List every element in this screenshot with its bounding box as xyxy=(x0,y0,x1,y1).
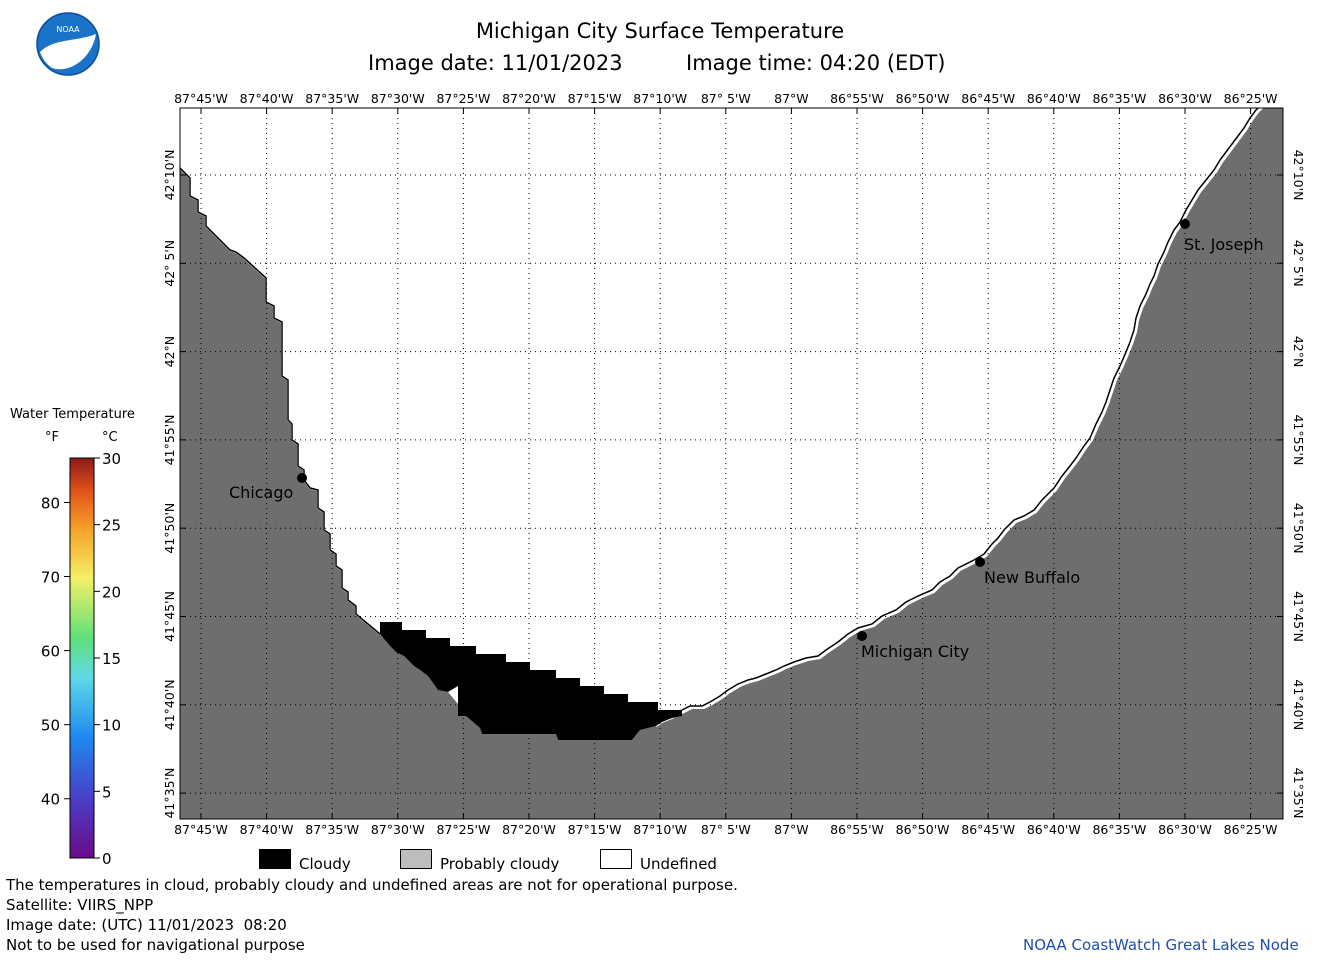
city-new-buffalo: New Buffalo xyxy=(975,557,1080,587)
lat-label-left: 41°55'N xyxy=(162,414,177,465)
cloudy-area xyxy=(380,622,682,740)
land-area xyxy=(180,108,1283,819)
lon-label-bottom: 86°25'W xyxy=(1224,822,1278,837)
lon-label-bottom: 87°45'W xyxy=(174,822,228,837)
lat-label-left: 42°10'N xyxy=(162,150,177,201)
footer-navigation-warning: Not to be used for navigational purpose xyxy=(6,936,305,954)
lon-label-bottom: 86°45'W xyxy=(961,822,1015,837)
lon-label-top: 86°45'W xyxy=(961,91,1015,106)
lon-label-top: 87°W xyxy=(774,91,809,106)
legend-label-cloudy: Cloudy xyxy=(299,855,351,873)
lat-label-left: 41°45'N xyxy=(162,591,177,642)
lon-label-bottom: 86°50'W xyxy=(896,822,950,837)
lon-label-bottom: 86°40'W xyxy=(1027,822,1081,837)
lat-label-right: 41°35'N xyxy=(1291,768,1306,819)
lon-label-top: 86°25'W xyxy=(1224,91,1278,106)
lat-label-right: 42° 5'N xyxy=(1291,240,1306,287)
city-chicago: Chicago xyxy=(229,473,307,502)
legend-swatch-probably-cloudy xyxy=(400,849,432,869)
lat-label-right: 42°10'N xyxy=(1291,150,1306,201)
scale-c-tick: 30 xyxy=(102,450,121,468)
lon-label-bottom: 87°30'W xyxy=(371,822,425,837)
lon-label-top: 86°30'W xyxy=(1158,91,1212,106)
lat-label-left: 41°50'N xyxy=(162,503,177,554)
scale-c-tick: 20 xyxy=(102,583,121,601)
image-date: Image date: 11/01/2023 xyxy=(368,51,623,75)
lon-label-top: 87°40'W xyxy=(240,91,294,106)
scale-c-tick: 10 xyxy=(102,717,121,735)
lon-label-bottom: 87°20'W xyxy=(502,822,556,837)
lon-label-top: 87°10'W xyxy=(633,91,687,106)
lon-label-bottom: 86°35'W xyxy=(1092,822,1146,837)
footer-satellite: Satellite: VIIRS_NPP xyxy=(6,896,154,914)
legend-swatch-undefined xyxy=(600,849,632,869)
lon-label-top: 87°45'W xyxy=(174,91,228,106)
svg-text:New Buffalo: New Buffalo xyxy=(984,568,1080,587)
scale-unit-c: °C xyxy=(102,430,118,445)
lon-label-bottom: 86°55'W xyxy=(830,822,884,837)
lat-label-left: 42° 5'N xyxy=(162,240,177,287)
footer-credit: NOAA CoastWatch Great Lakes Node xyxy=(1023,936,1299,954)
logo-text: NOAA xyxy=(56,25,80,34)
city-michigan-city: Michigan City xyxy=(857,631,969,661)
lon-label-bottom: 87° 5'W xyxy=(701,822,751,837)
lon-label-bottom: 87°40'W xyxy=(240,822,294,837)
lon-label-top: 86°35'W xyxy=(1092,91,1146,106)
lat-label-right: 41°55'N xyxy=(1291,414,1306,465)
scale-c-tick: 0 xyxy=(102,850,112,868)
lon-label-top: 87°25'W xyxy=(436,91,490,106)
legend-label-undefined: Undefined xyxy=(640,855,717,873)
lon-label-top: 87°20'W xyxy=(502,91,556,106)
lat-label-left: 41°40'N xyxy=(162,679,177,730)
scale-c-tick: 5 xyxy=(102,783,112,801)
lon-label-bottom: 87°W xyxy=(774,822,809,837)
city-st-joseph: St. Joseph xyxy=(1180,219,1264,254)
lat-label-left: 42°N xyxy=(162,336,177,368)
lon-label-bottom: 86°30'W xyxy=(1158,822,1212,837)
page-title: Michigan City Surface Temperature xyxy=(475,19,845,43)
scale-c-tick: 15 xyxy=(102,650,121,668)
scale-title: Water Temperature xyxy=(10,407,135,422)
svg-text:Chicago: Chicago xyxy=(229,483,293,502)
lon-label-bottom: 87°25'W xyxy=(436,822,490,837)
scale-f-tick: 70 xyxy=(41,569,60,587)
scale-c-tick: 25 xyxy=(102,517,121,535)
scale-f-tick: 80 xyxy=(41,494,60,512)
scale-f-tick: 60 xyxy=(41,643,60,661)
lon-label-top: 86°55'W xyxy=(830,91,884,106)
svg-text:St. Joseph: St. Joseph xyxy=(1184,235,1264,254)
lon-label-bottom: 87°15'W xyxy=(568,822,622,837)
scale-unit-f: °F xyxy=(45,430,59,445)
lon-label-top: 87° 5'W xyxy=(701,91,751,106)
footer-disclaimer: The temperatures in cloud, probably clou… xyxy=(6,876,738,894)
lat-label-right: 41°40'N xyxy=(1291,679,1306,730)
lat-label-right: 41°50'N xyxy=(1291,503,1306,554)
lat-label-right: 42°N xyxy=(1291,336,1306,368)
lon-label-top: 87°30'W xyxy=(371,91,425,106)
lon-label-bottom: 87°10'W xyxy=(633,822,687,837)
legend-label-probably-cloudy: Probably cloudy xyxy=(440,855,560,873)
scale-f-tick: 40 xyxy=(41,791,60,809)
lat-label-left: 41°35'N xyxy=(162,768,177,819)
lon-label-bottom: 87°35'W xyxy=(305,822,359,837)
legend-swatch-cloudy xyxy=(259,849,291,869)
lon-label-top: 86°40'W xyxy=(1027,91,1081,106)
svg-text:Michigan City: Michigan City xyxy=(861,642,969,661)
image-time: Image time: 04:20 (EDT) xyxy=(686,51,946,75)
lon-label-top: 87°35'W xyxy=(305,91,359,106)
noaa-logo: NOAA xyxy=(36,12,100,76)
footer-utc-date: Image date: (UTC) 11/01/2023 08:20 xyxy=(6,916,287,934)
lon-label-top: 86°50'W xyxy=(896,91,950,106)
scale-f-tick: 50 xyxy=(41,717,60,735)
lat-label-right: 41°45'N xyxy=(1291,591,1306,642)
lon-label-top: 87°15'W xyxy=(568,91,622,106)
